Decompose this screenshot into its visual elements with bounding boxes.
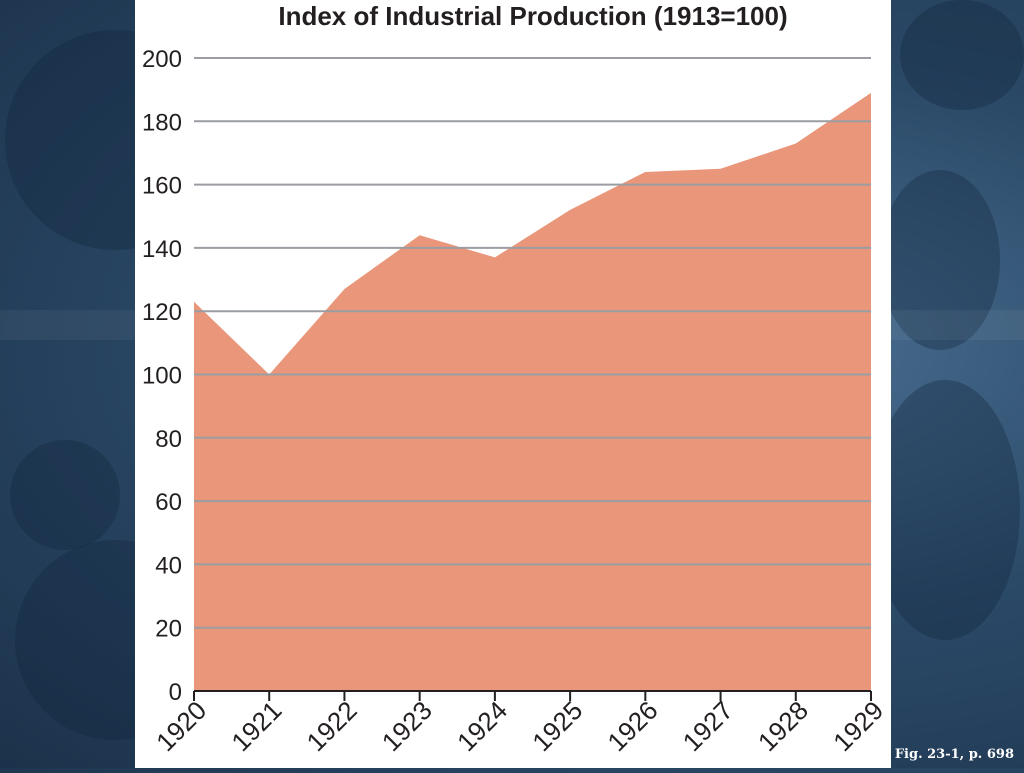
- y-tick-label-100: 100: [142, 363, 182, 390]
- y-tick-label-120: 120: [142, 299, 182, 326]
- background-circle: [10, 440, 120, 550]
- x-tick-label-1923: 1923: [376, 695, 438, 757]
- y-tick-label-40: 40: [155, 552, 182, 579]
- chart-panel: Index of Industrial Production (1913=100…: [135, 0, 891, 768]
- y-tick-label-60: 60: [155, 489, 182, 516]
- figure-caption: Fig. 23-1, p. 698: [894, 747, 1014, 762]
- y-tick-label-0: 0: [169, 679, 182, 706]
- background-circle: [870, 380, 1020, 640]
- x-tick-label-1921: 1921: [225, 695, 287, 757]
- x-tick-label-1922: 1922: [301, 695, 363, 757]
- y-tick-label-20: 20: [155, 616, 182, 643]
- x-tick-label-1928: 1928: [752, 695, 814, 757]
- industrial-production-chart: Index of Industrial Production (1913=100…: [142, 1, 889, 757]
- y-tick-label-200: 200: [142, 46, 182, 73]
- x-tick-label-1926: 1926: [601, 695, 663, 757]
- x-tick-label-1925: 1925: [526, 695, 588, 757]
- chart-title: Index of Industrial Production (1913=100…: [278, 1, 787, 31]
- y-tick-label-80: 80: [155, 426, 182, 453]
- x-tick-label-1920: 1920: [150, 695, 212, 757]
- background-circle: [900, 0, 1024, 110]
- background-circle: [880, 170, 1000, 350]
- x-tick-label-1924: 1924: [451, 695, 513, 757]
- y-tick-label-180: 180: [142, 109, 182, 136]
- y-tick-label-160: 160: [142, 173, 182, 200]
- x-tick-label-1929: 1929: [827, 695, 889, 757]
- production-area: [194, 92, 871, 691]
- x-tick-label-1927: 1927: [677, 695, 739, 757]
- y-tick-label-140: 140: [142, 236, 182, 263]
